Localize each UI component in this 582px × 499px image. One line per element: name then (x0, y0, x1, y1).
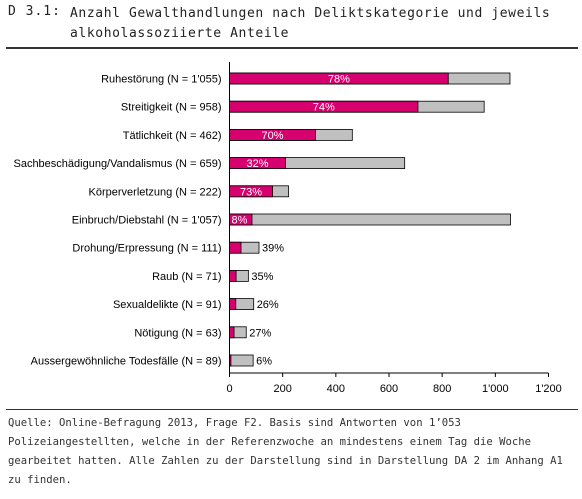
category-label: Raub (N = 71) (152, 271, 221, 283)
chart-title: Anzahl Gewalthandlungen nach Deliktskate… (70, 6, 551, 41)
percent-label: 78% (328, 74, 350, 86)
bar-alcohol-share (229, 269, 237, 282)
x-tick-label: 1'200 (535, 383, 562, 395)
source-note: Quelle: Online-Befragung 2013, Frage F2.… (8, 417, 563, 486)
bar-alcohol-share (229, 298, 237, 311)
percent-label: 70% (261, 130, 283, 142)
category-label: Nötigung (N = 63) (134, 327, 221, 339)
category-label: Streitigkeit (N = 958) (121, 102, 222, 114)
bars-layer (229, 72, 511, 367)
percent-label: 6% (256, 356, 272, 368)
category-label: Aussergewöhnliche Todesfälle (N = 89) (31, 356, 222, 368)
x-tick-label: 800 (433, 383, 451, 395)
bar-total (229, 354, 254, 367)
percent-label: 35% (251, 271, 273, 283)
category-label: Körperverletzung (N = 222) (89, 186, 222, 198)
x-tick-label: 1'000 (482, 383, 509, 395)
category-label: Sexualdelikte (N = 91) (113, 299, 222, 311)
header-rule (6, 47, 578, 49)
x-tick-label: 200 (273, 383, 291, 395)
percent-label: 32% (247, 158, 269, 170)
percent-label: 74% (313, 102, 335, 114)
category-label: Ruhestörung (N = 1'055) (101, 74, 221, 86)
bar-chart: Ruhestörung (N = 1'055) 78% Streitigkeit (… (13, 62, 562, 395)
percent-label: 39% (262, 243, 284, 255)
bar-alcohol-share (229, 326, 235, 339)
percent-label: 27% (249, 327, 271, 339)
figure-number: D 3.1: (8, 4, 61, 19)
category-label: Einbruch/Diebstahl (N = 1'057) (72, 215, 222, 227)
percent-label: 8% (232, 215, 248, 227)
category-label: Tätlichkeit (N = 462) (123, 130, 222, 142)
footer-rule (6, 409, 578, 410)
percent-label: 26% (257, 299, 279, 311)
x-axis: 0 200 400 600 800 1'000 1'200 (226, 62, 562, 395)
percent-label: 73% (240, 186, 262, 198)
category-label: Sachbeschädigung/Vandalismus (N = 659) (13, 158, 221, 170)
bar-total (229, 213, 511, 226)
category-label: Drohung/Erpressung (N = 111) (72, 243, 221, 255)
labels-layer: Ruhestörung (N = 1'055) 78% Streitigkeit (… (13, 74, 350, 368)
x-tick-label: 0 (226, 383, 232, 395)
x-tick-label: 600 (380, 383, 398, 395)
x-tick-label: 400 (327, 383, 345, 395)
bar-alcohol-share (229, 241, 242, 254)
